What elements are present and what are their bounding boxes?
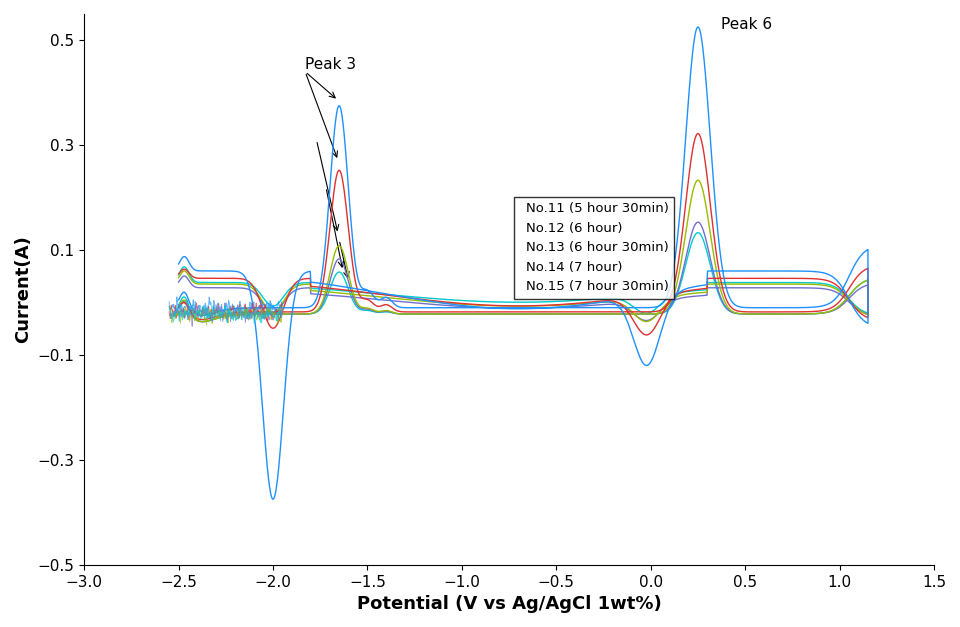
No.12 (6 hour) bbox=[383, 292, 395, 299]
No.15 (7 hour 30min) bbox=[173, 302, 184, 309]
No.13 (6 hour 30min) bbox=[324, 268, 336, 275]
No.13 (6 hour 30min) bbox=[173, 274, 184, 282]
No.11 (5 hour 30min) bbox=[324, 185, 336, 192]
Line: No.12 (6 hour): No.12 (6 hour) bbox=[179, 134, 868, 335]
No.15 (7 hour 30min) bbox=[363, 307, 374, 314]
No.12 (6 hour) bbox=[692, 130, 704, 137]
No.11 (5 hour 30min) bbox=[211, 308, 223, 316]
Line: No.13 (6 hour 30min): No.13 (6 hour 30min) bbox=[179, 180, 868, 322]
No.13 (6 hour 30min) bbox=[383, 294, 395, 302]
Line: No.11 (5 hour 30min): No.11 (5 hour 30min) bbox=[179, 27, 868, 499]
No.13 (6 hour 30min) bbox=[211, 315, 223, 322]
No.14 (7 hour) bbox=[211, 315, 223, 322]
No.11 (5 hour 30min) bbox=[173, 260, 184, 268]
No.13 (6 hour 30min) bbox=[197, 318, 208, 325]
No.11 (5 hour 30min) bbox=[363, 287, 374, 294]
No.12 (6 hour) bbox=[173, 303, 184, 311]
No.12 (6 hour) bbox=[173, 270, 184, 278]
X-axis label: Potential (V vs Ag/AgCl 1wt%): Potential (V vs Ag/AgCl 1wt%) bbox=[357, 595, 661, 613]
No.11 (5 hour 30min) bbox=[173, 296, 184, 303]
No.11 (5 hour 30min) bbox=[267, 495, 278, 503]
No.14 (7 hour) bbox=[800, 310, 811, 318]
Y-axis label: Current(A): Current(A) bbox=[13, 236, 32, 343]
No.12 (6 hour) bbox=[363, 296, 374, 303]
No.14 (7 hour) bbox=[173, 278, 184, 286]
No.14 (7 hour) bbox=[173, 304, 184, 312]
No.11 (5 hour 30min) bbox=[383, 290, 395, 298]
No.15 (7 hour 30min) bbox=[173, 271, 184, 278]
No.15 (7 hour 30min) bbox=[324, 284, 336, 292]
No.13 (6 hour 30min) bbox=[800, 310, 811, 318]
No.15 (7 hour 30min) bbox=[211, 315, 223, 322]
No.11 (5 hour 30min) bbox=[279, 304, 291, 312]
Text: Peak 3: Peak 3 bbox=[305, 56, 356, 71]
Line: No.14 (7 hour): No.14 (7 hour) bbox=[179, 222, 868, 322]
No.15 (7 hour 30min) bbox=[692, 229, 704, 236]
No.13 (6 hour 30min) bbox=[363, 305, 374, 312]
No.12 (6 hour) bbox=[641, 331, 653, 339]
No.14 (7 hour) bbox=[197, 318, 208, 325]
No.14 (7 hour) bbox=[363, 306, 374, 314]
No.13 (6 hour 30min) bbox=[692, 176, 704, 184]
Legend: No.11 (5 hour 30min), No.12 (6 hour), No.13 (6 hour 30min), No.14 (7 hour), No.1: No.11 (5 hour 30min), No.12 (6 hour), No… bbox=[515, 197, 674, 298]
No.14 (7 hour) bbox=[692, 218, 704, 226]
No.13 (6 hour 30min) bbox=[279, 310, 291, 318]
No.13 (6 hour 30min) bbox=[173, 303, 184, 311]
No.12 (6 hour) bbox=[324, 224, 336, 232]
No.14 (7 hour) bbox=[279, 310, 291, 318]
Text: Peak 6: Peak 6 bbox=[721, 18, 772, 32]
No.14 (7 hour) bbox=[324, 276, 336, 283]
Line: No.15 (7 hour 30min): No.15 (7 hour 30min) bbox=[179, 233, 868, 322]
No.12 (6 hour) bbox=[279, 308, 291, 315]
No.14 (7 hour) bbox=[383, 297, 395, 304]
No.12 (6 hour) bbox=[211, 312, 223, 320]
No.15 (7 hour 30min) bbox=[279, 310, 291, 318]
No.12 (6 hour) bbox=[800, 308, 811, 315]
No.15 (7 hour 30min) bbox=[800, 310, 811, 318]
No.15 (7 hour 30min) bbox=[197, 318, 208, 325]
No.15 (7 hour 30min) bbox=[383, 291, 395, 298]
No.11 (5 hour 30min) bbox=[800, 303, 811, 311]
No.11 (5 hour 30min) bbox=[692, 23, 704, 31]
